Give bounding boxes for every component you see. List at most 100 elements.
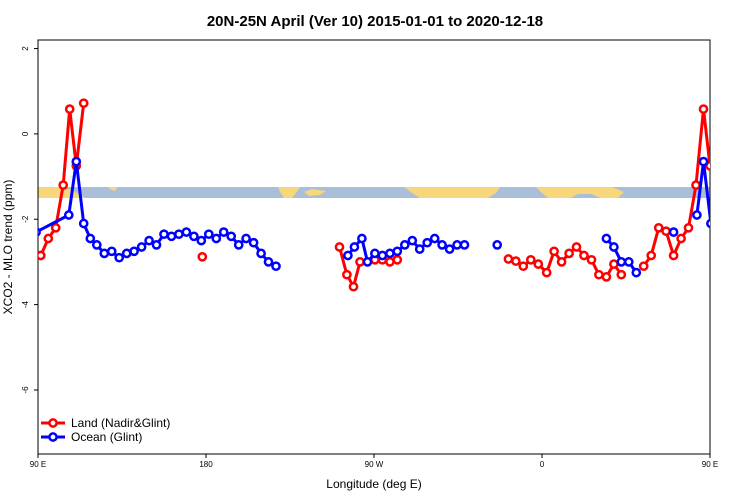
data-point	[661, 226, 671, 237]
data-point	[541, 267, 552, 278]
data-point	[241, 233, 251, 244]
data-point	[730, 250, 737, 257]
data-point	[189, 231, 199, 242]
data-point	[355, 257, 365, 267]
data-point	[342, 269, 352, 280]
data-point	[43, 233, 54, 244]
data-point	[357, 233, 367, 244]
data-point	[579, 250, 589, 261]
data-point	[50, 222, 61, 233]
data-point	[203, 229, 214, 240]
y-axis: 2 0 -2 -4 -6	[21, 46, 38, 394]
data-point	[99, 248, 110, 259]
data-point	[181, 227, 192, 237]
x-tick-label: 90 W	[365, 460, 384, 469]
data-point	[525, 254, 536, 265]
data-point	[745, 254, 750, 261]
x-axis: 90 E 180 90 W 0 90 E	[30, 454, 718, 469]
data-point	[226, 231, 237, 242]
data-point	[444, 244, 455, 254]
data-point	[646, 250, 657, 261]
data-point	[38, 227, 41, 237]
data-point	[631, 267, 642, 278]
data-point	[511, 256, 521, 266]
data-point	[549, 246, 559, 257]
data-point	[407, 235, 418, 246]
data-point	[64, 104, 75, 114]
legend: Land (Nadir&Glint)Ocean (Glint)	[41, 416, 170, 444]
data-point	[78, 218, 89, 229]
data-point	[492, 240, 503, 250]
x-axis-label: Longitude (deg E)	[326, 477, 421, 491]
legend-swatch-marker	[48, 418, 58, 428]
data-point	[218, 227, 229, 237]
series-ocean	[38, 156, 750, 278]
data-point	[392, 246, 403, 257]
data-point	[121, 248, 132, 259]
legend-label: Ocean (Glint)	[71, 430, 142, 444]
y-tick-label: -6	[21, 386, 30, 394]
data-point	[58, 180, 69, 190]
data-point	[564, 248, 574, 259]
data-point	[452, 240, 462, 250]
data-point	[601, 272, 612, 282]
data-point	[151, 240, 162, 250]
data-point	[609, 259, 619, 269]
data-point	[63, 210, 74, 220]
data-point	[392, 254, 403, 265]
data-point	[263, 257, 274, 267]
legend-item: Land (Nadir&Glint)	[41, 416, 170, 430]
map-strip	[38, 187, 710, 198]
data-point	[38, 250, 46, 261]
data-point	[571, 242, 582, 252]
data-point	[174, 229, 184, 240]
data-point	[556, 257, 567, 267]
data-point	[248, 237, 259, 248]
data-point	[385, 248, 395, 259]
data-point	[414, 244, 425, 254]
data-point	[399, 240, 410, 250]
data-point	[377, 250, 388, 261]
data-point	[715, 235, 722, 242]
data-point	[638, 261, 649, 272]
data-point	[691, 180, 701, 190]
data-point	[503, 254, 514, 264]
data-point	[623, 257, 634, 267]
y-tick-label: -4	[21, 301, 30, 309]
data-point	[91, 240, 102, 250]
data-point	[616, 257, 627, 267]
series-line	[338, 246, 362, 289]
data-point	[136, 242, 147, 252]
data-point	[459, 240, 470, 250]
legend-label: Land (Nadir&Glint)	[71, 416, 170, 430]
y-tick-label: 0	[21, 131, 30, 136]
data-point	[78, 98, 89, 109]
data-point	[698, 156, 709, 167]
y-axis-label: XCO2 - MLO trend (ppm)	[1, 180, 15, 315]
data-point	[437, 240, 447, 250]
data-point	[676, 233, 686, 244]
data-point	[362, 257, 373, 267]
series-layer	[38, 98, 750, 292]
data-point	[106, 246, 117, 257]
series-line	[695, 160, 710, 226]
data-point	[129, 246, 139, 257]
data-point	[197, 251, 208, 262]
data-point	[586, 254, 597, 265]
y-tick-label: 2	[21, 46, 30, 51]
data-point	[370, 248, 380, 259]
data-point	[533, 259, 544, 269]
x-tick-label: 180	[199, 460, 213, 469]
data-point	[653, 222, 664, 233]
data-point	[166, 231, 177, 242]
data-point	[85, 233, 96, 244]
data-point	[594, 269, 604, 280]
data-point	[114, 252, 125, 263]
data-point	[737, 248, 744, 255]
data-point	[601, 233, 612, 244]
data-point	[271, 261, 281, 272]
data-point	[144, 235, 154, 246]
data-point	[233, 240, 244, 250]
x-tick-label: 90 E	[30, 460, 46, 469]
data-point	[616, 269, 627, 280]
